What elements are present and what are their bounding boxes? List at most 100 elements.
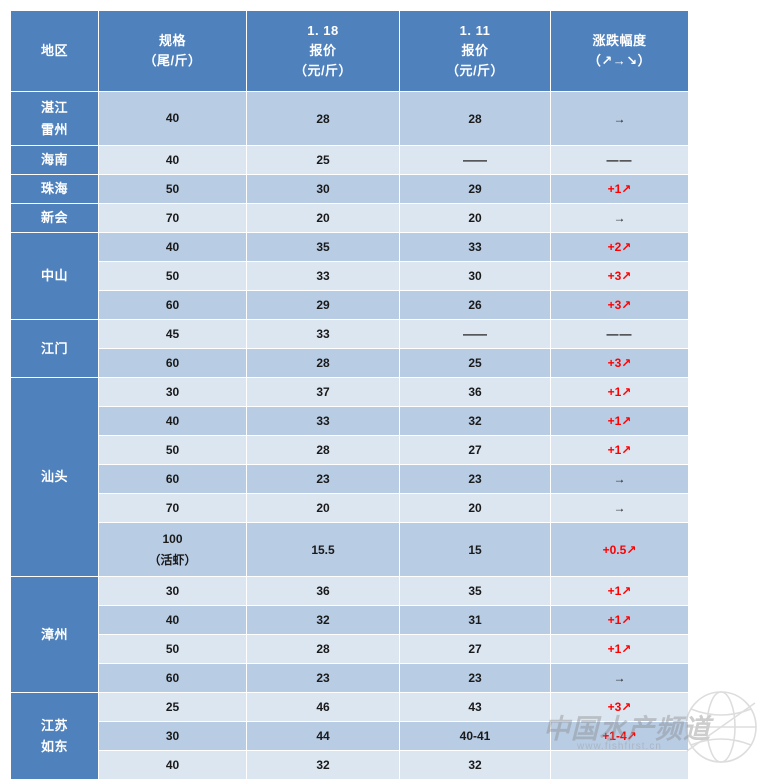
- change-cell: →: [550, 464, 689, 494]
- change-cell: +1↗: [550, 377, 689, 407]
- change-value: +1↗: [607, 414, 632, 428]
- change-cell: +2↗: [550, 232, 689, 262]
- spec-value: 100: [162, 532, 183, 547]
- spec-value: 40: [165, 111, 180, 126]
- spec-value: 45: [165, 326, 180, 341]
- price-previous-cell: ——: [399, 319, 551, 349]
- table-row: 100 （活虾） 15.5 15 +0.5↗: [11, 522, 689, 577]
- region-label-line: 中山: [40, 268, 68, 284]
- spec-value: 40: [165, 152, 180, 167]
- spec-value: 50: [165, 268, 180, 283]
- price-current-cell: 28: [246, 348, 400, 378]
- change-cell: →: [550, 91, 689, 146]
- change-cell: +3↗: [550, 348, 689, 378]
- spec-cell: 60: [98, 348, 247, 378]
- spec-cell: 50: [98, 261, 247, 291]
- region-label-line: 海南: [40, 152, 68, 168]
- region-label-line: 汕头: [40, 469, 68, 485]
- price-current-cell: 28: [246, 435, 400, 465]
- region-cell: 海南: [10, 145, 99, 175]
- change-value: +3↗: [607, 298, 632, 312]
- change-cell: →: [550, 493, 689, 523]
- column-header-line: （尾/斤）: [143, 53, 202, 68]
- column-header-2: 1. 18 报价 （元/斤）: [246, 10, 400, 92]
- price-current-cell: 33: [246, 319, 400, 349]
- change-value: +1↗: [607, 613, 632, 627]
- spec-value: 50: [165, 442, 180, 457]
- spec-value: 40: [165, 413, 180, 428]
- column-header-1: 规格 （尾/斤）: [98, 10, 247, 92]
- change-value: +1↗: [607, 584, 632, 598]
- table-row: 海南 40 25 —— ——: [10, 145, 689, 175]
- region-cell: 漳州: [10, 576, 99, 693]
- region-label-line: 江苏: [40, 717, 68, 733]
- change-value: +1↗: [607, 642, 632, 656]
- price-previous-cell: 20: [399, 493, 551, 523]
- price-previous-cell: 23: [399, 663, 551, 693]
- table-row: 60 28 25 +3↗: [11, 348, 689, 378]
- spec-cell: 60: [98, 663, 247, 693]
- column-header-line: （元/斤）: [445, 63, 505, 79]
- table-row: 江门 45 33 —— ——: [10, 319, 689, 378]
- spec-cell: 40: [98, 91, 247, 146]
- spec-cell: 50: [98, 634, 247, 664]
- header-row: 地区 规格 （尾/斤） 1. 18 报价 （元/斤） 1. 11 报价 （元/斤） 涨跌幅度 （↗→…: [10, 10, 689, 92]
- table-row: 70 20 20 →: [11, 493, 689, 523]
- price-current-cell: 33: [246, 406, 400, 436]
- change-cell: →: [550, 203, 689, 233]
- price-previous-cell: 27: [399, 435, 551, 465]
- change-value: ——: [606, 153, 633, 167]
- table-row: 50 28 27 +1↗: [11, 435, 689, 465]
- region-cell: 新会: [10, 203, 99, 233]
- shrimp-price-table: 地区 规格 （尾/斤） 1. 18 报价 （元/斤） 1. 11 报价 （元/斤） 涨跌幅度 （↗→…: [10, 10, 689, 780]
- price-previous-cell: 43: [399, 692, 551, 722]
- price-current-cell: 32: [246, 750, 400, 780]
- change-cell: [550, 750, 689, 780]
- column-header-line: 涨跌幅度: [592, 32, 647, 48]
- column-header-4: 涨跌幅度 （↗→↘）: [550, 10, 689, 92]
- change-cell: +3↗: [550, 290, 689, 320]
- region-label-line: 湛江: [40, 100, 68, 116]
- column-header-line: 规格: [158, 32, 186, 48]
- price-current-cell: 23: [246, 464, 400, 494]
- change-cell: +1↗: [550, 174, 689, 204]
- table-row: 60 23 23 →: [11, 663, 689, 693]
- price-current-cell: 28: [246, 91, 400, 146]
- change-cell: ——: [550, 145, 689, 175]
- region-label-line: 如东: [40, 739, 68, 754]
- price-current-cell: 46: [246, 692, 400, 722]
- change-cell: +1↗: [550, 406, 689, 436]
- price-previous-cell: 27: [399, 634, 551, 664]
- price-previous-cell: 23: [399, 464, 551, 494]
- table-body: 湛江 雷州 40 28 28 → 海南 40 25 —— —— 珠海 50 30 29 +1↗ 新会 70 20 20…: [10, 91, 689, 780]
- change-value: +1↗: [607, 385, 632, 399]
- change-value: ——: [606, 327, 633, 341]
- price-current-cell: 44: [246, 721, 400, 751]
- price-previous-cell: ——: [399, 145, 551, 175]
- price-previous-cell: 40-41: [399, 721, 551, 751]
- price-previous-cell: 29: [399, 174, 551, 204]
- spec-value: 25: [165, 699, 180, 714]
- spec-cell: 50: [98, 435, 247, 465]
- change-cell: +1↗: [550, 576, 689, 606]
- price-previous-cell: 31: [399, 605, 551, 635]
- table-row: 60 29 26 +3↗: [11, 290, 689, 320]
- spec-value: 30: [165, 384, 180, 399]
- column-header-line: 报价: [309, 42, 337, 58]
- change-value: +3↗: [607, 269, 632, 283]
- price-previous-cell: 32: [399, 750, 551, 780]
- price-previous-cell: 25: [399, 348, 551, 378]
- column-header-0: 地区: [10, 10, 99, 92]
- spec-cell: 50: [98, 174, 247, 204]
- price-previous-cell: 15: [399, 522, 551, 577]
- price-current-cell: 36: [246, 576, 400, 606]
- price-current-cell: 29: [246, 290, 400, 320]
- price-current-cell: 37: [246, 377, 400, 407]
- region-cell: 珠海: [10, 174, 99, 204]
- price-current-cell: 15.5: [246, 522, 400, 577]
- region-cell: 江门: [10, 319, 99, 378]
- region-cell: 汕头: [10, 377, 99, 577]
- spec-cell: 70: [98, 493, 247, 523]
- spec-value: 60: [165, 670, 180, 685]
- price-current-cell: 20: [246, 493, 400, 523]
